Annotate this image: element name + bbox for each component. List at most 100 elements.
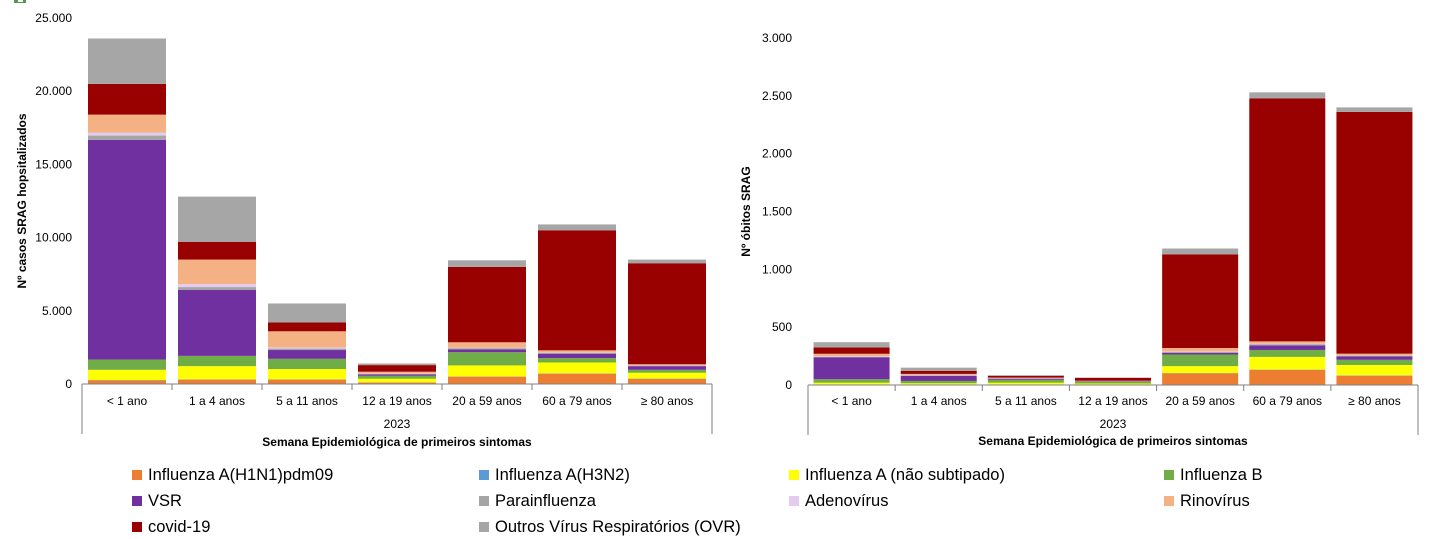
- bar-segment-vsr: [88, 140, 166, 360]
- bar-segment-rinovirus: [988, 378, 1064, 379]
- bar-segment-influenza-b: [1336, 360, 1412, 365]
- bar-segment-covid-19: [1162, 254, 1238, 348]
- bar-segment-outros-virus-respiratorios-ovr: [814, 342, 890, 347]
- legend-swatch: [479, 496, 489, 506]
- bar-segment-influenza-a-nao-subtipado: [358, 379, 436, 383]
- bar-segment-parainfluenza: [1162, 352, 1238, 353]
- bar-segment-influenza-a-nao-subtipado: [1162, 366, 1238, 373]
- bar-segment-influenza-b: [1249, 350, 1325, 357]
- y-tick-label: 25.000: [35, 11, 72, 25]
- bar-segment-outros-virus-respiratorios-ovr: [268, 303, 346, 322]
- bar-segment-vsr: [901, 376, 977, 381]
- x-tick-label: 5 a 11 anos: [995, 394, 1057, 408]
- bar-segment-vsr: [628, 366, 706, 370]
- bar-segment-influenza-a-h1n1-pdm09: [1336, 376, 1412, 385]
- bar-segment-covid-19: [358, 365, 436, 372]
- y-tick-label: 1.500: [762, 205, 792, 219]
- bar-segment-covid-19: [628, 263, 706, 364]
- y-tick-label: 10.000: [35, 231, 72, 245]
- bar-segment-vsr: [358, 374, 436, 375]
- bar-segment-covid-19: [1075, 378, 1151, 381]
- bar-segment-outros-virus-respiratorios-ovr: [1336, 107, 1412, 112]
- bar-segment-parainfluenza: [178, 287, 256, 290]
- x-axis-title: Semana Epidemiológica de primeiros sinto…: [978, 434, 1248, 448]
- legend-item-h3n2: Influenza A(H3N2): [479, 463, 789, 487]
- legend-swatch: [789, 496, 799, 506]
- y-tick-label: 2.500: [762, 89, 792, 103]
- bar-segment-adenovirus: [814, 356, 890, 357]
- bar-segment-covid-19: [538, 230, 616, 350]
- bar-segment-influenza-b: [538, 358, 616, 362]
- bar-segment-influenza-b: [358, 376, 436, 379]
- bar-segment-influenza-a-nao-subtipado: [901, 383, 977, 384]
- x-tick-label: 60 a 79 anos: [542, 394, 611, 408]
- bar-segment-covid-19: [1249, 98, 1325, 341]
- legend: Influenza A(H1N1)pdm09 Influenza A(H3N2)…: [132, 463, 1412, 539]
- bar-segment-influenza-a-h1n1-pdm09: [1162, 373, 1238, 385]
- bar-segment-influenza-b: [814, 379, 890, 382]
- bar-segment-parainfluenza: [1249, 344, 1325, 345]
- bar-segment-outros-virus-respiratorios-ovr: [1249, 92, 1325, 98]
- bar-segment-rinovirus: [448, 342, 526, 347]
- bar-segment-covid-19: [88, 84, 166, 115]
- bar-segment-vsr: [1336, 356, 1412, 359]
- x-tick-label: < 1 ano: [107, 394, 148, 408]
- bar-segment-outros-virus-respiratorios-ovr: [1162, 249, 1238, 255]
- x-group-label: 2023: [1100, 417, 1127, 431]
- x-tick-label: 20 a 59 anos: [1165, 394, 1234, 408]
- legend-swatch: [479, 470, 489, 480]
- bar-segment-influenza-a-nao-subtipado: [1336, 365, 1412, 375]
- bar-segment-rinovirus: [814, 354, 890, 356]
- y-tick-label: 15.000: [35, 157, 72, 171]
- y-tick-label: 20.000: [35, 84, 72, 98]
- x-tick-label: 12 a 19 anos: [1078, 394, 1147, 408]
- legend-swatch: [1164, 470, 1174, 480]
- bar-segment-outros-virus-respiratorios-ovr: [358, 364, 436, 366]
- bar-segment-influenza-b: [628, 370, 706, 373]
- bar-segment-rinovirus: [1162, 348, 1238, 351]
- bar-segment-influenza-a-h1n1-pdm09: [538, 374, 616, 384]
- legend-item-ovr: Outros Vírus Respiratórios (OVR): [479, 515, 789, 539]
- x-tick-label: 5 a 11 anos: [276, 394, 338, 408]
- y-axis-title: Nº casos SRAG hopsitalizados: [15, 113, 29, 288]
- bar-segment-rinovirus: [1249, 341, 1325, 343]
- bar-segment-influenza-a-nao-subtipado: [1075, 383, 1151, 384]
- x-tick-label: ≥ 80 anos: [1348, 394, 1401, 408]
- bar-segment-adenovirus: [178, 284, 256, 287]
- x-tick-label: 20 a 59 anos: [452, 394, 521, 408]
- bar-segment-influenza-b: [448, 352, 526, 365]
- bar-segment-vsr: [538, 354, 616, 358]
- bar-segment-influenza-b: [1075, 382, 1151, 384]
- y-tick-label: 500: [772, 320, 792, 334]
- legend-swatch: [132, 496, 142, 506]
- bar-segment-vsr: [1249, 345, 1325, 350]
- legend-label: Influenza A (não subtipado): [805, 466, 1005, 485]
- bar-segment-outros-virus-respiratorios-ovr: [988, 375, 1064, 376]
- bar-segment-covid-19: [901, 371, 977, 374]
- y-axis-title: Nº óbitos SRAG: [739, 166, 753, 256]
- legend-item-h1n1: Influenza A(H1N1)pdm09: [132, 463, 479, 487]
- legend-label: Rinovírus: [1180, 492, 1250, 511]
- bar-segment-rinovirus: [358, 372, 436, 374]
- bar-segment-covid-19: [988, 376, 1064, 378]
- bar-segment-rinovirus: [901, 374, 977, 375]
- legend-swatch: [132, 522, 142, 532]
- bar-segment-influenza-a-h1n1-pdm09: [448, 377, 526, 384]
- legend-label: Influenza B: [1180, 466, 1263, 485]
- bar-segment-rinovirus: [1336, 354, 1412, 356]
- legend-label: Outros Vírus Respiratórios (OVR): [495, 518, 741, 537]
- bar-segment-outros-virus-respiratorios-ovr: [538, 224, 616, 230]
- legend-label: Adenovírus: [805, 492, 888, 511]
- bar-segment-vsr: [988, 379, 1064, 380]
- legend-item-adenovirus: Adenovírus: [789, 489, 1164, 513]
- legend-item-influenza-a-nao-subtipado: Influenza A (não subtipado): [789, 463, 1164, 487]
- bar-segment-rinovirus: [88, 115, 166, 133]
- legend-label: covid-19: [148, 518, 210, 537]
- bar-segment-influenza-b: [1162, 355, 1238, 367]
- legend-item-vsr: VSR: [132, 489, 479, 513]
- bar-segment-parainfluenza: [88, 136, 166, 140]
- legend-label: Parainfluenza: [495, 492, 596, 511]
- x-tick-label: 12 a 19 anos: [362, 394, 431, 408]
